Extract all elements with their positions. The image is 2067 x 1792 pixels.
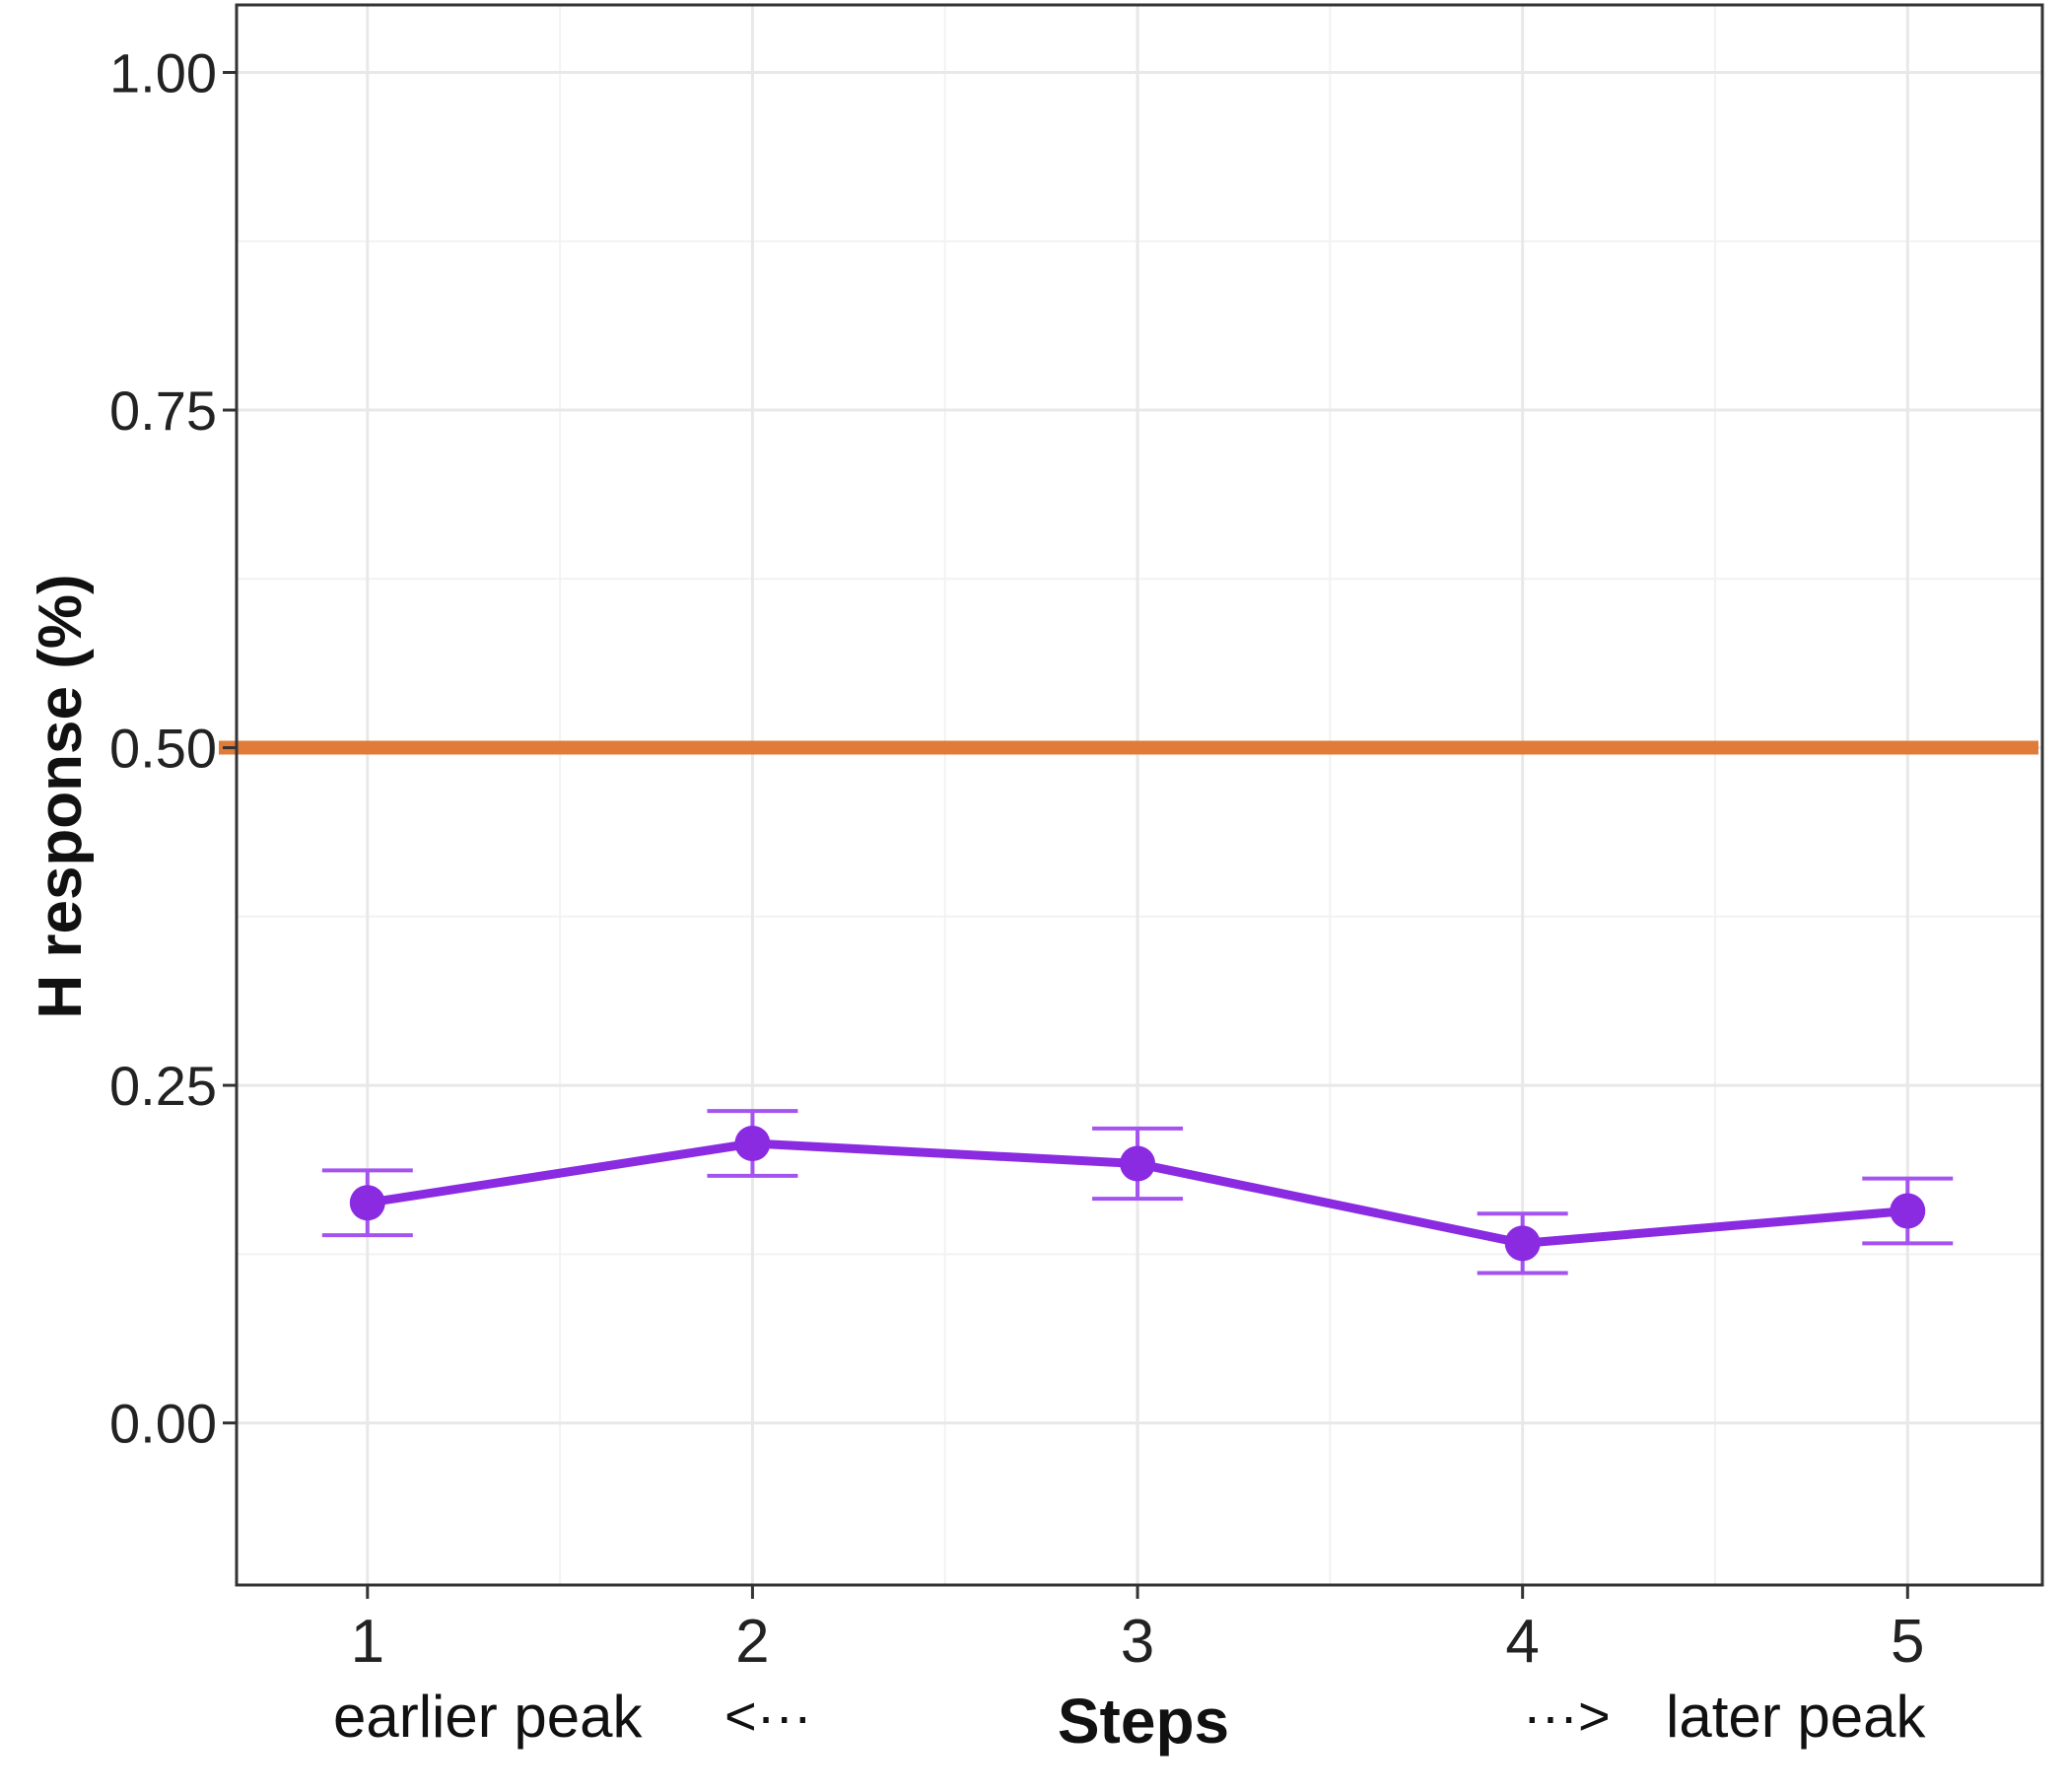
panel-border bbox=[235, 3, 2044, 1587]
x-tick-label: 3 bbox=[1121, 1608, 1154, 1676]
x-tick-label: 1 bbox=[351, 1608, 384, 1676]
y-tick-label: 0.75 bbox=[109, 379, 217, 442]
series-layer bbox=[321, 1109, 1954, 1275]
y-tick-label: 0.25 bbox=[109, 1055, 217, 1117]
annotation-earlier-peak: earlier peak bbox=[333, 1684, 644, 1750]
y-tick-label: 0.50 bbox=[109, 718, 217, 780]
data-point bbox=[1120, 1145, 1156, 1182]
y-tick-label: 0.00 bbox=[109, 1393, 217, 1455]
y-tick-label: 1.00 bbox=[109, 42, 217, 104]
x-axis: 1 2 3 4 5 bbox=[351, 1585, 1925, 1676]
grid-minor bbox=[237, 5, 2042, 1585]
y-axis: 0.00 0.25 0.50 0.75 1.00 bbox=[109, 42, 237, 1455]
x-tick-label: 5 bbox=[1891, 1608, 1924, 1676]
x-tick-label: 2 bbox=[735, 1608, 769, 1676]
x-axis-title: Steps bbox=[1058, 1686, 1229, 1757]
y-axis-title: H response (%) bbox=[27, 574, 95, 1018]
data-point bbox=[1890, 1193, 1926, 1229]
annotation-left-arrow: <··· bbox=[724, 1685, 812, 1747]
data-point bbox=[349, 1185, 385, 1221]
annotation-later-peak: later peak bbox=[1666, 1684, 1926, 1750]
x-tick-label: 4 bbox=[1505, 1608, 1539, 1676]
data-point bbox=[1504, 1225, 1541, 1262]
data-point bbox=[734, 1125, 771, 1161]
annotation-right-arrow: ···> bbox=[1523, 1685, 1611, 1747]
